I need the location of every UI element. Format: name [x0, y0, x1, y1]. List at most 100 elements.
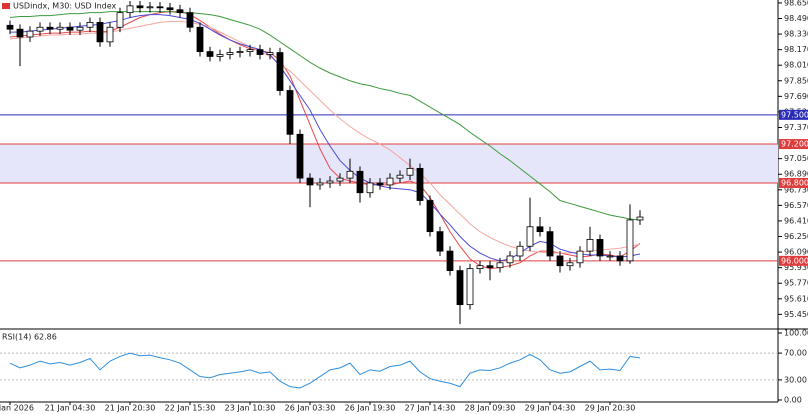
- candle-body: [456, 270, 464, 306]
- x-tick-label: 22 Jan 15:30: [165, 404, 216, 413]
- candle-body: [206, 51, 214, 57]
- y-tick-label: 97.370: [784, 123, 808, 132]
- x-tick-label: 27 Jan 14:30: [405, 404, 456, 413]
- rsi-label: RSI(14) 62.86: [2, 333, 57, 342]
- y-tick-label: 98.490: [784, 14, 808, 23]
- x-tick-label: 23 Jan 10:30: [225, 404, 276, 413]
- candle-body: [176, 9, 184, 14]
- x-tick-label: 29 Jan 04:30: [525, 404, 576, 413]
- x-tick-label: 21 Jan 20:30: [105, 404, 156, 413]
- rsi-tick-label: 70.00: [784, 349, 807, 358]
- y-tick-label: 97.050: [784, 154, 808, 163]
- moving-average: [10, 14, 641, 262]
- candle-body: [316, 182, 324, 186]
- candle-body: [126, 5, 134, 14]
- symbol-icon: [2, 3, 10, 9]
- candle-body: [216, 54, 224, 57]
- candle-body: [326, 180, 334, 184]
- x-tick-label: 26 Jan 03:30: [285, 404, 336, 413]
- zone: [0, 144, 778, 183]
- candle-body: [256, 49, 264, 55]
- y-tick-label: 95.450: [784, 310, 808, 319]
- candle-body: [276, 52, 284, 91]
- candle-body: [6, 24, 14, 30]
- candle-body: [146, 6, 154, 9]
- y-tick-label: 98.170: [784, 45, 808, 54]
- rsi-tick-label: 100.00: [784, 329, 808, 338]
- candle-body: [346, 170, 354, 179]
- candle-body: [406, 167, 414, 176]
- candle-body: [476, 265, 484, 270]
- y-tick-label: 96.410: [784, 216, 808, 225]
- candle-body: [516, 245, 524, 257]
- y-tick-label: 95.770: [784, 279, 808, 288]
- moving-average: [9, 11, 641, 221]
- level-label: 97.500: [781, 110, 808, 119]
- candle-body: [506, 255, 514, 264]
- candle-body: [86, 21, 94, 28]
- candle-body: [36, 26, 44, 32]
- candle-body: [306, 177, 314, 186]
- candle-body: [576, 250, 584, 264]
- candle-body: [56, 26, 64, 30]
- candle-body: [66, 26, 74, 31]
- candle-body: [616, 255, 624, 262]
- candle-body: [426, 200, 434, 233]
- x-tick-label: 20 Jan 2026: [0, 404, 34, 413]
- candle-body: [226, 52, 234, 55]
- candle-body: [116, 12, 124, 28]
- moving-average: [9, 11, 641, 270]
- candle-body: [196, 26, 204, 52]
- candle-body: [166, 7, 174, 11]
- candle-body: [106, 26, 114, 43]
- level-tag: [779, 255, 808, 266]
- candle-body: [376, 182, 384, 186]
- x-tick-label: 21 Jan 04:30: [45, 404, 96, 413]
- candle-body: [296, 133, 304, 179]
- candle-body: [16, 28, 24, 38]
- y-tick-label: 97.850: [784, 76, 808, 85]
- level-label: 97.200: [781, 140, 808, 149]
- candle-body: [396, 174, 404, 179]
- level-tag: [779, 109, 808, 120]
- y-tick-label: 96.090: [784, 248, 808, 257]
- candle-body: [556, 255, 564, 267]
- candle-body: [546, 231, 554, 257]
- candle-body: [336, 177, 344, 182]
- candle-body: [186, 12, 194, 28]
- rsi-tick-label: 30.00: [784, 375, 807, 384]
- y-tick-label: 98.330: [784, 30, 808, 39]
- candle-body: [76, 26, 84, 31]
- candle-body: [156, 6, 164, 9]
- y-tick-label: 95.930: [784, 263, 808, 272]
- rsi-line: [9, 352, 641, 389]
- candle-body: [496, 262, 504, 269]
- candle-body: [566, 262, 574, 267]
- candle-body: [526, 226, 534, 247]
- rsi-tick-label: 0.00: [784, 396, 802, 405]
- candle-body: [96, 21, 104, 43]
- y-tick-label: 96.250: [784, 232, 808, 241]
- x-tick-label: 26 Jan 19:30: [345, 404, 396, 413]
- y-tick-label: 98.650: [784, 0, 808, 7]
- candle-body: [26, 30, 34, 38]
- x-tick-label: 28 Jan 09:30: [465, 404, 516, 413]
- candle-body: [266, 52, 274, 55]
- candle-body: [366, 182, 374, 194]
- level-tag: [779, 177, 808, 188]
- candle-body: [486, 265, 494, 269]
- x-tick-label: 29 Jan 20:30: [585, 404, 636, 413]
- level-label: 96.000: [781, 256, 808, 265]
- y-tick-label: 96.570: [784, 201, 808, 210]
- candle-body: [46, 26, 54, 30]
- candle-body: [466, 268, 474, 306]
- moving-average: [9, 20, 641, 254]
- candle-body: [416, 167, 424, 201]
- candle-body: [596, 239, 604, 257]
- y-tick-label: 95.610: [784, 294, 808, 303]
- candle-body: [286, 90, 294, 135]
- chart-title: USDindx, M30: USD Index: [13, 2, 117, 11]
- level-tag: [779, 139, 808, 150]
